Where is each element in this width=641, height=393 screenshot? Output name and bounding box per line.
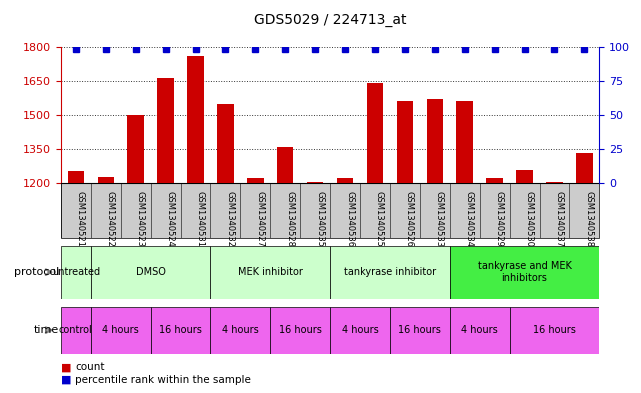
Text: control: control — [59, 325, 93, 335]
Text: 16 hours: 16 hours — [159, 325, 202, 335]
Text: GSM1340538: GSM1340538 — [585, 191, 594, 247]
Bar — [337, 178, 353, 183]
Text: GSM1340524: GSM1340524 — [165, 191, 174, 247]
Text: 16 hours: 16 hours — [399, 325, 441, 335]
Text: 4 hours: 4 hours — [342, 325, 378, 335]
Text: time: time — [34, 325, 59, 335]
Bar — [187, 56, 204, 183]
Bar — [427, 99, 443, 183]
Text: percentile rank within the sample: percentile rank within the sample — [75, 375, 251, 385]
Bar — [271, 307, 330, 354]
Bar — [97, 177, 114, 183]
Text: GSM1340533: GSM1340533 — [435, 191, 444, 247]
Bar — [277, 147, 294, 183]
Text: GSM1340521: GSM1340521 — [76, 191, 85, 247]
Bar — [210, 246, 330, 299]
Text: untreated: untreated — [52, 267, 100, 277]
Bar — [517, 170, 533, 183]
Text: 4 hours: 4 hours — [103, 325, 139, 335]
Text: MEK inhibitor: MEK inhibitor — [238, 267, 303, 277]
Bar — [210, 307, 271, 354]
Bar — [91, 307, 151, 354]
Text: 4 hours: 4 hours — [462, 325, 498, 335]
Text: protocol: protocol — [13, 267, 59, 277]
Text: GSM1340535: GSM1340535 — [315, 191, 324, 247]
Text: GSM1340530: GSM1340530 — [524, 191, 533, 247]
Text: GDS5029 / 224713_at: GDS5029 / 224713_at — [254, 13, 406, 27]
Bar — [450, 246, 599, 299]
Text: 16 hours: 16 hours — [533, 325, 576, 335]
Text: tankyrase and MEK
inhibitors: tankyrase and MEK inhibitors — [478, 261, 572, 283]
Text: count: count — [75, 362, 104, 372]
Bar — [307, 182, 324, 183]
Bar — [247, 178, 263, 183]
Bar — [576, 153, 593, 183]
Text: 16 hours: 16 hours — [279, 325, 322, 335]
Text: GSM1340522: GSM1340522 — [106, 191, 115, 247]
Bar — [546, 182, 563, 183]
Bar — [510, 307, 599, 354]
Bar — [217, 104, 233, 183]
Text: GSM1340536: GSM1340536 — [345, 191, 354, 247]
Bar — [151, 307, 210, 354]
Bar — [128, 115, 144, 183]
Text: GSM1340526: GSM1340526 — [405, 191, 414, 247]
Text: GSM1340529: GSM1340529 — [495, 191, 504, 247]
Text: ■: ■ — [61, 375, 71, 385]
Text: GSM1340531: GSM1340531 — [196, 191, 204, 247]
Bar — [330, 307, 390, 354]
Bar — [68, 171, 84, 183]
Bar — [91, 246, 210, 299]
Text: GSM1340537: GSM1340537 — [554, 191, 563, 247]
Bar — [450, 307, 510, 354]
Text: GSM1340528: GSM1340528 — [285, 191, 294, 247]
Text: 4 hours: 4 hours — [222, 325, 259, 335]
Bar — [330, 246, 450, 299]
Bar — [397, 101, 413, 183]
Text: GSM1340534: GSM1340534 — [465, 191, 474, 247]
Bar — [61, 307, 91, 354]
Text: GSM1340527: GSM1340527 — [255, 191, 264, 247]
Text: ■: ■ — [61, 362, 71, 372]
Text: GSM1340532: GSM1340532 — [226, 191, 235, 247]
Text: tankyrase inhibitor: tankyrase inhibitor — [344, 267, 436, 277]
Bar — [61, 246, 91, 299]
Bar — [456, 101, 473, 183]
Text: GSM1340525: GSM1340525 — [375, 191, 384, 247]
Text: DMSO: DMSO — [136, 267, 165, 277]
Bar — [158, 78, 174, 183]
Bar — [390, 307, 450, 354]
Bar — [487, 178, 503, 183]
Text: GSM1340523: GSM1340523 — [136, 191, 145, 247]
Bar — [367, 83, 383, 183]
